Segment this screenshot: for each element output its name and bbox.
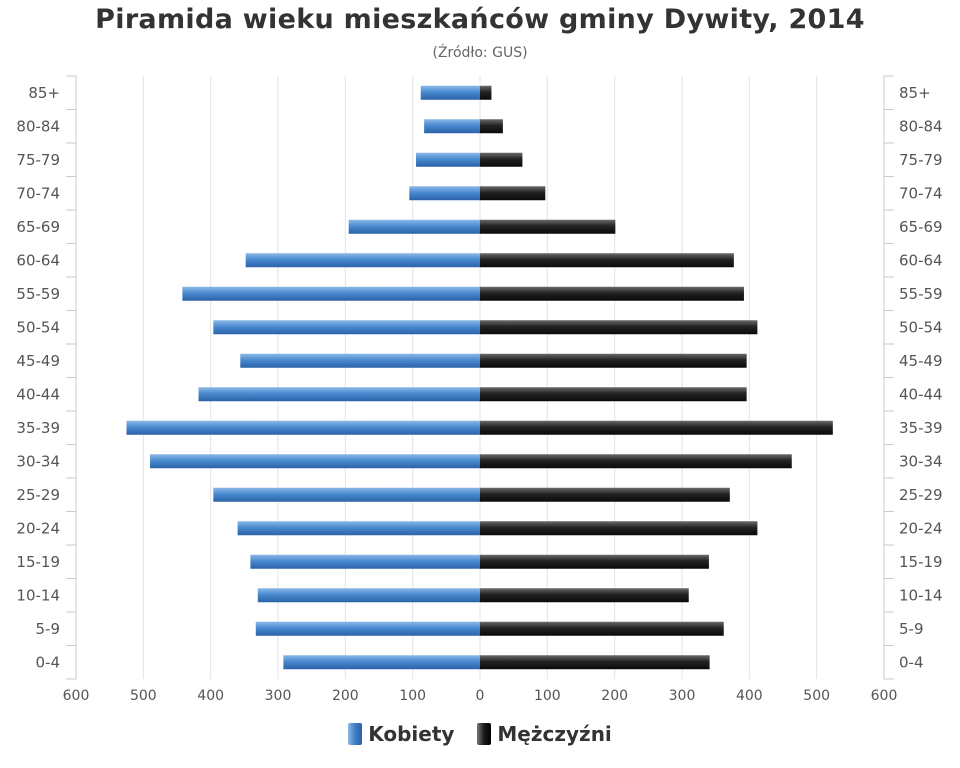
y-tick-label-right: 5-9 — [899, 620, 924, 638]
x-tick-label: 600 — [63, 688, 90, 704]
bar-male[interactable] — [480, 554, 709, 569]
bar-male[interactable] — [480, 286, 744, 301]
bar-female[interactable] — [409, 186, 480, 201]
y-tick-label-left: 55-59 — [16, 285, 60, 303]
x-tick-label: 600 — [871, 688, 898, 704]
chart-legend: Kobiety Mężczyźni — [0, 722, 960, 750]
bar-female[interactable] — [283, 655, 480, 670]
bar-male[interactable] — [480, 353, 747, 368]
bar-male[interactable] — [480, 521, 758, 536]
y-tick-label-left: 40-44 — [16, 385, 60, 403]
bar-female[interactable] — [240, 353, 480, 368]
bar-female[interactable] — [150, 454, 481, 469]
bar-female[interactable] — [250, 554, 480, 569]
bar-female[interactable] — [348, 219, 480, 234]
y-tick-label-left: 30-34 — [16, 452, 60, 470]
bar-male[interactable] — [480, 420, 833, 435]
legend-item-female[interactable]: Kobiety — [348, 722, 454, 746]
y-tick-label-right: 20-24 — [899, 519, 943, 537]
bar-male[interactable] — [480, 655, 710, 670]
y-tick-label-left: 50-54 — [16, 318, 60, 336]
y-tick-label-left: 25-29 — [16, 486, 60, 504]
bar-female[interactable] — [182, 286, 481, 301]
x-tick-label: 500 — [130, 688, 157, 704]
y-tick-label-right: 15-19 — [899, 553, 943, 571]
y-tick-label-left: 80-84 — [16, 117, 60, 135]
y-tick-label-right: 0-4 — [899, 653, 924, 671]
chart-title: Piramida wieku mieszkańców gminy Dywity,… — [95, 4, 865, 35]
chart-subtitle: (Źródło: GUS) — [432, 45, 528, 61]
bar-female[interactable] — [424, 119, 480, 134]
y-tick-label-left: 85+ — [28, 84, 60, 102]
bar-female[interactable] — [213, 487, 481, 502]
legend-swatch-female — [348, 723, 363, 745]
bar-female[interactable] — [245, 253, 480, 268]
bar-male[interactable] — [480, 320, 758, 335]
y-tick-label-left: 65-69 — [16, 218, 60, 236]
y-tick-label-right: 25-29 — [899, 486, 943, 504]
y-tick-label-left: 5-9 — [36, 620, 61, 638]
y-tick-label-right: 65-69 — [899, 218, 943, 236]
bar-male[interactable] — [480, 186, 546, 201]
y-tick-label-left: 20-24 — [16, 519, 60, 537]
y-tick-label-right: 55-59 — [899, 285, 943, 303]
y-tick-label-right: 85+ — [899, 84, 931, 102]
bar-female[interactable] — [126, 420, 481, 435]
bar-male[interactable] — [480, 85, 492, 100]
legend-item-male[interactable]: Mężczyźni — [477, 722, 612, 746]
x-tick-label: 400 — [197, 688, 224, 704]
y-tick-label-right: 40-44 — [899, 385, 943, 403]
bar-male[interactable] — [480, 588, 689, 603]
x-tick-label: 300 — [265, 688, 292, 704]
x-tick-label: 0 — [476, 688, 485, 704]
y-tick-label-right: 50-54 — [899, 318, 943, 336]
x-tick-label: 100 — [399, 688, 426, 704]
bar-female[interactable] — [255, 621, 480, 636]
x-tick-label: 400 — [736, 688, 763, 704]
bar-female[interactable] — [198, 387, 480, 402]
y-tick-label-right: 35-39 — [899, 419, 943, 437]
legend-swatch-male — [477, 723, 492, 745]
bar-male[interactable] — [480, 621, 724, 636]
y-tick-label-left: 75-79 — [16, 151, 60, 169]
bar-female[interactable] — [257, 588, 480, 603]
legend-label-female: Kobiety — [368, 722, 455, 746]
bar-female[interactable] — [237, 521, 480, 536]
bar-male[interactable] — [480, 454, 792, 469]
legend-label-male: Mężczyźni — [497, 722, 612, 746]
bar-male[interactable] — [480, 387, 747, 402]
y-tick-label-left: 10-14 — [16, 586, 60, 604]
bar-female[interactable] — [213, 320, 481, 335]
x-tick-label: 100 — [534, 688, 561, 704]
bar-male[interactable] — [480, 487, 730, 502]
y-tick-label-right: 70-74 — [899, 184, 943, 202]
x-tick-label: 300 — [669, 688, 696, 704]
bar-male[interactable] — [480, 119, 503, 134]
y-tick-label-left: 60-64 — [16, 251, 60, 269]
y-tick-label-right: 30-34 — [899, 452, 943, 470]
y-tick-label-left: 15-19 — [16, 553, 60, 571]
bar-male[interactable] — [480, 219, 616, 234]
x-tick-label: 200 — [601, 688, 628, 704]
x-tick-label: 500 — [803, 688, 830, 704]
y-tick-label-right: 75-79 — [899, 151, 943, 169]
y-tick-label-right: 45-49 — [899, 352, 943, 370]
bar-male[interactable] — [480, 253, 734, 268]
y-tick-label-left: 0-4 — [36, 653, 61, 671]
y-tick-label-right: 80-84 — [899, 117, 943, 135]
bar-female[interactable] — [420, 85, 480, 100]
x-tick-label: 200 — [332, 688, 359, 704]
bar-female[interactable] — [416, 152, 480, 167]
y-tick-label-right: 60-64 — [899, 251, 943, 269]
y-tick-label-right: 10-14 — [899, 586, 943, 604]
bar-male[interactable] — [480, 152, 523, 167]
y-tick-label-left: 45-49 — [16, 352, 60, 370]
y-tick-label-left: 35-39 — [16, 419, 60, 437]
y-tick-label-left: 70-74 — [16, 184, 60, 202]
